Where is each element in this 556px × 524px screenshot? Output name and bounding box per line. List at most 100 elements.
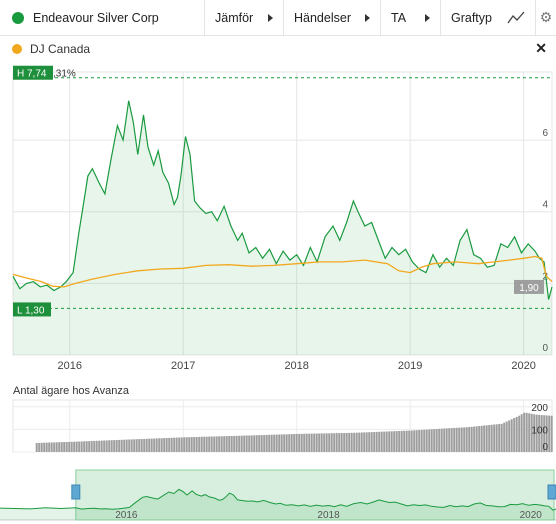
holders-bar xyxy=(370,432,373,452)
holders-bar xyxy=(515,416,518,452)
close-icon[interactable]: ✕ xyxy=(535,40,547,56)
holders-bar xyxy=(110,440,113,452)
chart-type-button[interactable]: Graftyp xyxy=(441,0,536,36)
holders-bar xyxy=(473,426,476,452)
holders-bar xyxy=(443,428,446,452)
price-area-fill xyxy=(13,100,552,355)
holders-bar xyxy=(245,435,248,452)
holders-bar xyxy=(73,441,76,452)
holders-bar xyxy=(95,440,98,452)
holders-bar xyxy=(205,436,208,452)
low-badge xyxy=(13,302,51,317)
holders-bar xyxy=(158,438,161,452)
holders-bar xyxy=(168,437,171,452)
holders-bar xyxy=(485,425,488,452)
navigator-chart[interactable]: 2016 2018 2020 xyxy=(0,466,556,522)
holders-bar xyxy=(93,440,96,452)
holders-bar xyxy=(90,441,93,452)
holders-bar xyxy=(420,429,423,452)
holders-bar xyxy=(315,433,318,452)
y-tick-label: 0 xyxy=(542,343,548,354)
holders-bar xyxy=(445,428,448,452)
caret-right-icon xyxy=(268,13,273,22)
holders-bar xyxy=(388,431,391,452)
holders-bar xyxy=(435,429,438,452)
navigator-left-handle[interactable] xyxy=(71,484,81,500)
holders-bar xyxy=(475,426,478,452)
holders-bar xyxy=(413,430,416,452)
instrument-color-dot xyxy=(12,11,24,24)
holders-bar xyxy=(290,434,293,452)
holders-bar xyxy=(148,438,151,452)
holders-bar xyxy=(260,435,263,452)
holders-bar xyxy=(138,439,141,452)
holders-bar xyxy=(128,439,131,452)
holders-bar xyxy=(523,412,526,452)
ta-button[interactable]: TA xyxy=(381,0,441,36)
holders-bar xyxy=(180,437,183,452)
holders-bar xyxy=(190,437,193,452)
holders-bar xyxy=(213,436,216,452)
holders-bar xyxy=(220,436,223,452)
holders-bar xyxy=(113,440,116,452)
holders-bar xyxy=(518,415,521,452)
holders-bar xyxy=(483,425,486,452)
holders-bar xyxy=(185,437,188,452)
holders-bar xyxy=(108,440,111,452)
holders-bar xyxy=(425,429,428,452)
holders-bar xyxy=(380,431,383,452)
holders-bar xyxy=(285,434,288,452)
holders-bar xyxy=(305,433,308,452)
holders-chart: 0 100 200 xyxy=(12,399,553,453)
holders-bar xyxy=(310,433,313,452)
holders-bar xyxy=(165,438,168,452)
holders-bar xyxy=(453,427,456,452)
holders-bar xyxy=(265,434,268,452)
holders-y-tick-label: 0 xyxy=(542,442,548,453)
holders-bar xyxy=(343,433,346,452)
holders-bar xyxy=(548,415,551,452)
x-tick-label: 2017 xyxy=(171,360,195,372)
holders-bar xyxy=(103,440,106,452)
last-value-badge xyxy=(514,279,544,294)
holders-bar xyxy=(208,436,211,452)
navigator-series-line xyxy=(0,488,556,511)
gear-icon[interactable]: ⚙ xyxy=(539,9,553,25)
holders-bar xyxy=(263,435,266,452)
holders-bar xyxy=(500,423,503,452)
x-tick-label: 2019 xyxy=(398,360,422,372)
holders-bar xyxy=(83,441,86,452)
holders-bar xyxy=(150,438,153,452)
holders-bar xyxy=(403,430,406,452)
instrument-selector[interactable]: Endeavour Silver Corp xyxy=(0,0,205,36)
holders-bar xyxy=(50,442,53,452)
holders-bar xyxy=(470,426,473,452)
holders-bar xyxy=(298,433,301,452)
holders-bar xyxy=(348,432,351,452)
holders-bar xyxy=(488,425,491,452)
holders-bar xyxy=(360,432,363,452)
holders-bar xyxy=(105,440,108,452)
holders-bar xyxy=(75,441,78,452)
holders-bar xyxy=(118,439,121,452)
holders-bar xyxy=(423,429,426,452)
holders-bar xyxy=(550,415,553,452)
holders-bar xyxy=(373,432,376,452)
comparison-color-dot xyxy=(12,44,22,54)
holders-bar xyxy=(355,432,358,452)
holders-bar xyxy=(405,430,408,452)
holders-bar xyxy=(428,429,431,452)
holders-bar xyxy=(63,442,66,452)
holders-bar xyxy=(258,435,261,452)
holders-bar xyxy=(530,413,533,452)
holders-bar xyxy=(330,433,333,452)
holders-bar xyxy=(320,433,323,452)
holders-bar xyxy=(100,440,103,452)
events-button[interactable]: Händelser xyxy=(284,0,381,36)
compare-button[interactable]: Jämför xyxy=(205,0,284,36)
navigator-right-handle[interactable] xyxy=(547,484,556,500)
holders-bar xyxy=(340,433,343,452)
holders-bar xyxy=(295,433,298,452)
holders-bar xyxy=(358,432,361,452)
